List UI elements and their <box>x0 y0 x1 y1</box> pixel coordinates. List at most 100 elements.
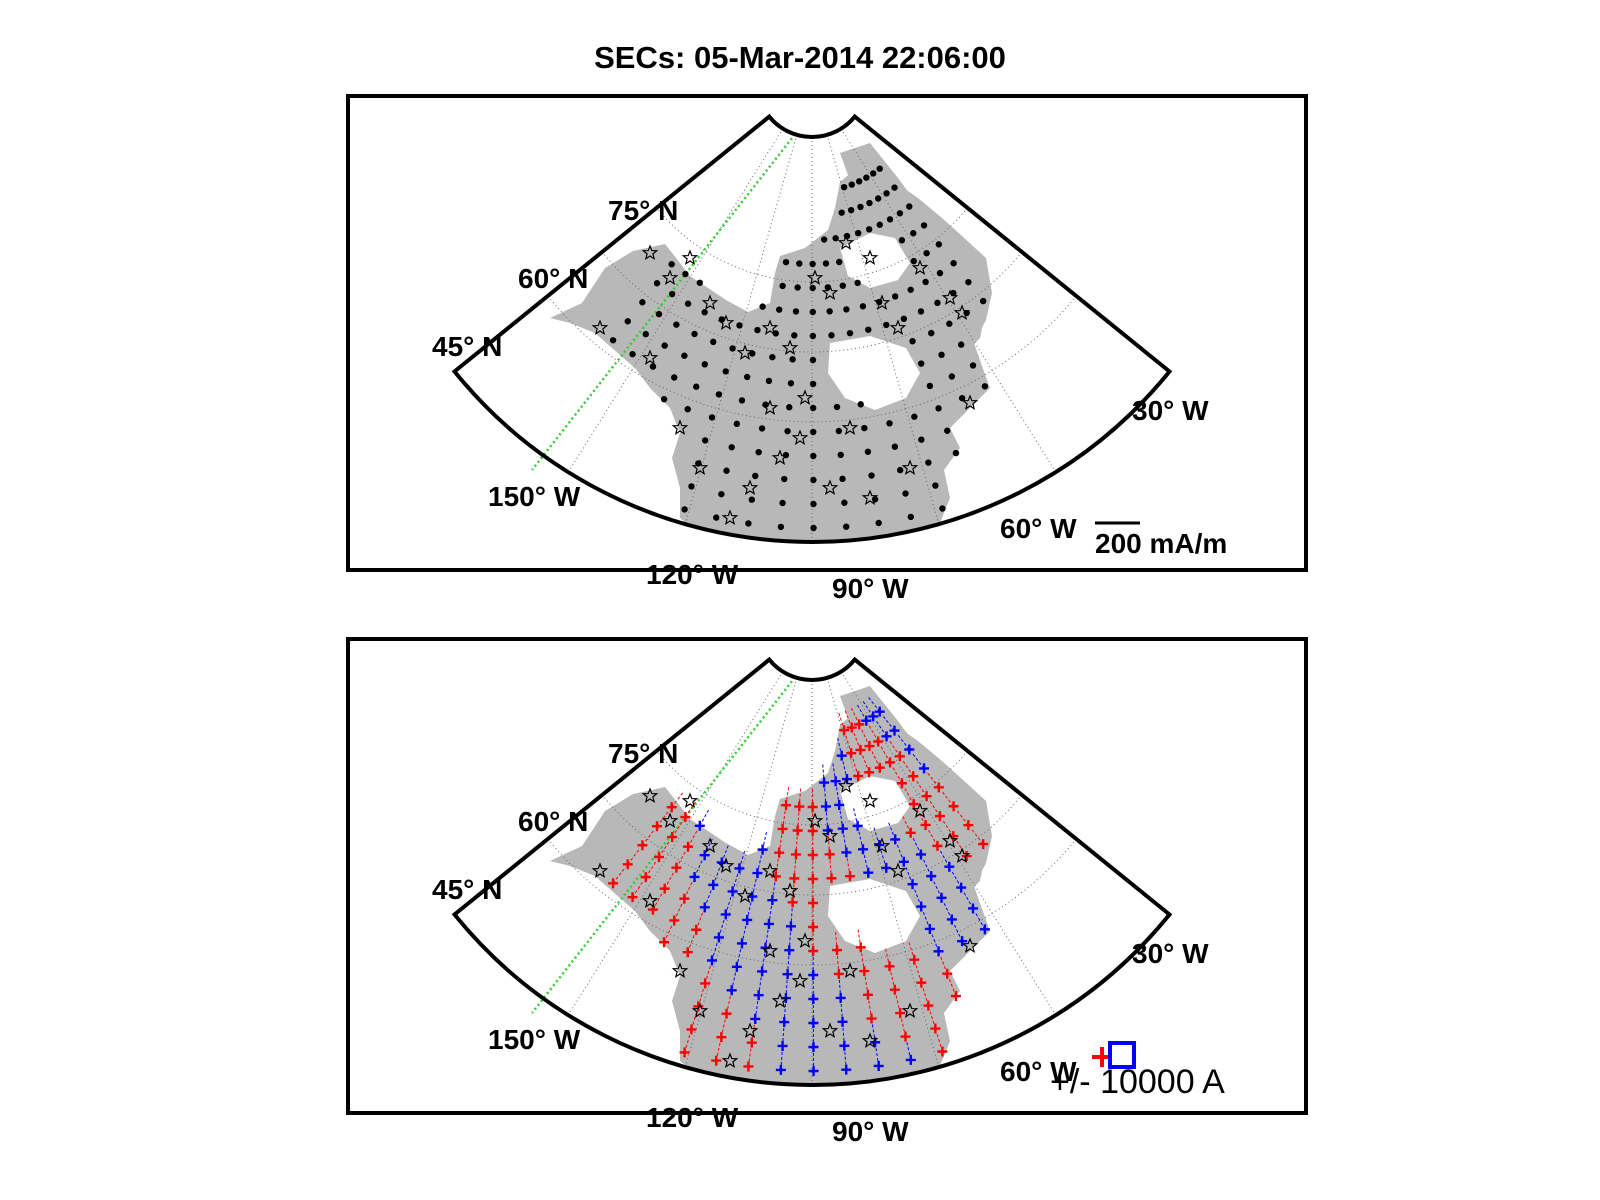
station-star-icon <box>806 812 824 829</box>
vector-dot <box>876 221 883 228</box>
vector-dot <box>639 299 646 306</box>
negative-current-marker <box>777 1040 788 1051</box>
amplitude-trail <box>664 872 674 889</box>
vector-dot <box>775 306 783 313</box>
positive-current-marker <box>864 767 875 778</box>
station-star-icon <box>796 932 814 949</box>
vector-dot <box>809 308 817 316</box>
positive-current-marker <box>777 823 788 834</box>
vector-dot <box>748 496 756 503</box>
positive-current-marker <box>808 945 819 956</box>
vector-dot <box>809 380 817 388</box>
vector-dot <box>957 341 965 348</box>
positive-current-marker <box>864 741 875 752</box>
vector-dot <box>809 332 817 340</box>
vector-dot <box>715 391 723 398</box>
amplitude-trail <box>851 707 860 725</box>
positive-current-marker <box>669 915 680 926</box>
vector-dot <box>810 524 817 532</box>
station-star-icon <box>791 429 809 446</box>
vector-dot <box>922 278 929 286</box>
vector-dot <box>843 523 850 530</box>
positive-current-marker <box>884 961 895 972</box>
positive-current-marker <box>794 801 805 812</box>
vector-dot <box>681 506 688 513</box>
vector-dot <box>859 303 867 310</box>
longitude-label: 90° W <box>832 1116 909 1147</box>
longitude-label: 90° W <box>832 573 909 604</box>
latitude-gridline <box>601 794 1023 896</box>
station-star-icon <box>721 509 739 526</box>
negative-current-marker <box>881 862 892 873</box>
map-layer: 75° N 60° N 45° N 150° W 120° W 90° W 60° W 30°… <box>432 656 1225 1147</box>
positive-current-marker <box>824 849 835 860</box>
station-layer <box>591 234 979 526</box>
negative-current-marker <box>904 744 915 755</box>
station-star-icon <box>911 802 929 819</box>
vector-dot <box>629 350 636 358</box>
vector-dot <box>752 472 759 480</box>
vector-dot <box>713 514 720 521</box>
vector-dot <box>869 170 877 177</box>
vector-dot <box>839 282 847 289</box>
station-star-icon <box>661 812 679 829</box>
vector-dot <box>708 414 716 421</box>
negative-current-marker <box>689 871 700 882</box>
longitude-label: 150° W <box>488 1024 581 1055</box>
negative-current-marker <box>890 834 901 845</box>
positive-current-marker <box>667 832 678 843</box>
terminator-line <box>531 676 796 1014</box>
vector-dot <box>907 286 914 293</box>
amplitude-trail <box>782 1027 785 1047</box>
negative-current-marker <box>936 892 947 903</box>
amplitude-trail <box>928 829 938 847</box>
station-star-icon <box>671 962 689 979</box>
latitude-label: 60° N <box>518 806 588 837</box>
latitude-label: 60° N <box>518 263 588 294</box>
vector-dot <box>910 230 917 237</box>
negative-current-marker <box>779 1017 790 1028</box>
amplitude-trail <box>892 767 903 784</box>
negative-current-marker <box>731 961 742 972</box>
negative-current-marker <box>979 924 990 935</box>
negative-current-marker <box>957 936 968 947</box>
vector-dot <box>791 332 798 339</box>
negative-current-marker <box>898 856 909 867</box>
negative-current-marker <box>839 1040 850 1051</box>
positive-current-marker <box>700 978 711 989</box>
negative-current-marker <box>808 1017 819 1028</box>
vector-dot <box>810 428 817 436</box>
vector-dot <box>684 405 691 413</box>
station-star-icon <box>837 234 855 251</box>
vector-dot <box>936 269 944 277</box>
vector-dot <box>866 199 873 207</box>
vector-dot <box>840 183 848 191</box>
vector-dot <box>782 258 790 266</box>
station-star-icon <box>821 827 839 844</box>
amplitude-trail <box>704 966 711 984</box>
negative-current-marker <box>785 921 796 932</box>
vector-dot <box>755 448 762 456</box>
station-star-icon <box>736 344 754 361</box>
negative-current-marker <box>924 923 935 934</box>
vector-dot <box>759 303 766 310</box>
station-star-icon <box>761 399 779 416</box>
longitude-label: 120° W <box>646 1102 739 1133</box>
latitude-gridline <box>656 207 968 283</box>
negative-current-marker <box>926 871 937 882</box>
positive-current-marker <box>942 968 953 979</box>
amplitude-trail <box>746 902 752 921</box>
station-star-icon <box>861 792 879 809</box>
station-star-icon <box>901 1002 919 1019</box>
positive-current-marker <box>853 771 864 782</box>
station-star-icon <box>641 787 659 804</box>
positive-current-marker <box>680 812 691 823</box>
map-vectors-svg: 75° N 60° N 45° N 150° W 120° W 90° W 60° W 30°… <box>432 113 1227 604</box>
negative-current-marker <box>782 969 793 980</box>
positive-current-marker <box>930 1023 941 1034</box>
positive-current-marker <box>807 801 818 812</box>
positive-current-marker <box>682 947 693 958</box>
scale-label: 200 mA/m <box>1095 528 1227 559</box>
negative-current-marker <box>726 985 737 996</box>
positive-current-marker <box>659 937 670 948</box>
